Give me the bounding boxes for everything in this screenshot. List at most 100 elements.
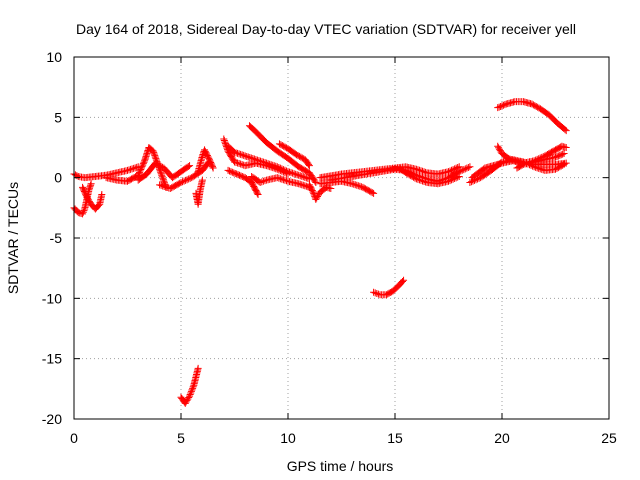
data-point (562, 144, 570, 151)
data-point (238, 161, 246, 169)
data-point (469, 177, 477, 185)
x-tick-label: 25 (601, 430, 617, 446)
data-point (151, 152, 159, 160)
data-point (264, 160, 272, 168)
data-point (419, 167, 427, 175)
data-point (422, 168, 430, 176)
data-point (287, 169, 295, 177)
data-point (133, 163, 141, 171)
data-point (267, 161, 275, 169)
data-point (266, 160, 274, 168)
data-point (180, 177, 188, 185)
data-point (419, 177, 427, 185)
data-point (286, 168, 294, 176)
data-point (448, 176, 456, 184)
data-point (407, 172, 415, 180)
data-point (305, 160, 313, 168)
data-point (297, 153, 305, 161)
y-tick-label: -15 (42, 351, 62, 367)
data-point (238, 172, 246, 180)
data-point (135, 170, 143, 178)
data-point (157, 162, 165, 170)
data-point (280, 142, 288, 150)
data-point (445, 168, 452, 176)
data-point (136, 167, 144, 175)
data-point (282, 167, 290, 175)
data-point (370, 189, 378, 197)
data-point (414, 166, 422, 174)
data-point (279, 166, 287, 174)
data-point (272, 162, 280, 170)
data-point (231, 148, 238, 156)
data-point (299, 173, 307, 181)
data-point (275, 163, 283, 171)
x-tick-label: 5 (177, 430, 185, 446)
data-point (226, 167, 234, 175)
data-point (209, 164, 217, 172)
data-point (290, 170, 298, 178)
data-point (557, 162, 565, 170)
x-axis-ticks: 0 5 10 15 20 25 (70, 57, 617, 446)
data-point (295, 171, 303, 179)
data-point (446, 167, 454, 175)
data-point (125, 166, 133, 174)
data-track (192, 176, 206, 208)
data-point (83, 193, 91, 201)
y-tick-label: 10 (46, 49, 62, 65)
data-point (534, 103, 542, 111)
data-point (184, 162, 192, 170)
data-point (140, 158, 148, 166)
data-point (560, 160, 568, 168)
data-point (536, 165, 544, 173)
data-point (282, 177, 290, 185)
data-point (149, 147, 157, 155)
data-point (127, 165, 135, 173)
data-point (244, 153, 252, 161)
data-points (70, 98, 570, 407)
data-point (137, 164, 145, 172)
data-point (506, 155, 514, 163)
data-point (176, 179, 184, 187)
data-point (452, 174, 460, 182)
data-point (466, 178, 474, 186)
data-point (405, 171, 413, 179)
data-point (475, 174, 483, 182)
data-point (194, 364, 202, 372)
data-point (79, 210, 87, 218)
data-point (294, 152, 302, 160)
data-point (559, 161, 567, 169)
data-point (302, 174, 310, 182)
data-point (256, 157, 264, 165)
data-point (234, 159, 242, 167)
data-point (370, 288, 378, 296)
data-point (494, 104, 502, 112)
data-point (87, 181, 95, 189)
data-point (273, 174, 281, 182)
data-point (261, 177, 269, 185)
data-point (532, 102, 540, 110)
data-point (158, 171, 166, 179)
data-point (509, 156, 517, 164)
data-point (556, 151, 564, 159)
data-point (139, 160, 147, 168)
data-point (497, 102, 505, 110)
y-tick-label: -10 (42, 290, 62, 306)
x-tick-label: 20 (494, 430, 510, 446)
data-point (531, 102, 539, 110)
data-point (281, 176, 289, 184)
data-point (398, 277, 406, 285)
data-point (309, 188, 317, 196)
data-point (353, 181, 361, 189)
data-point (495, 145, 503, 153)
data-point (420, 168, 428, 176)
y-tick-label: 5 (54, 109, 62, 125)
data-point (295, 180, 303, 188)
data-point (235, 171, 243, 179)
data-point (464, 163, 472, 171)
data-point (156, 167, 164, 175)
data-point (313, 194, 321, 202)
data-point (260, 158, 268, 166)
data-point (250, 155, 258, 163)
data-point (124, 166, 131, 174)
data-point (253, 156, 261, 164)
